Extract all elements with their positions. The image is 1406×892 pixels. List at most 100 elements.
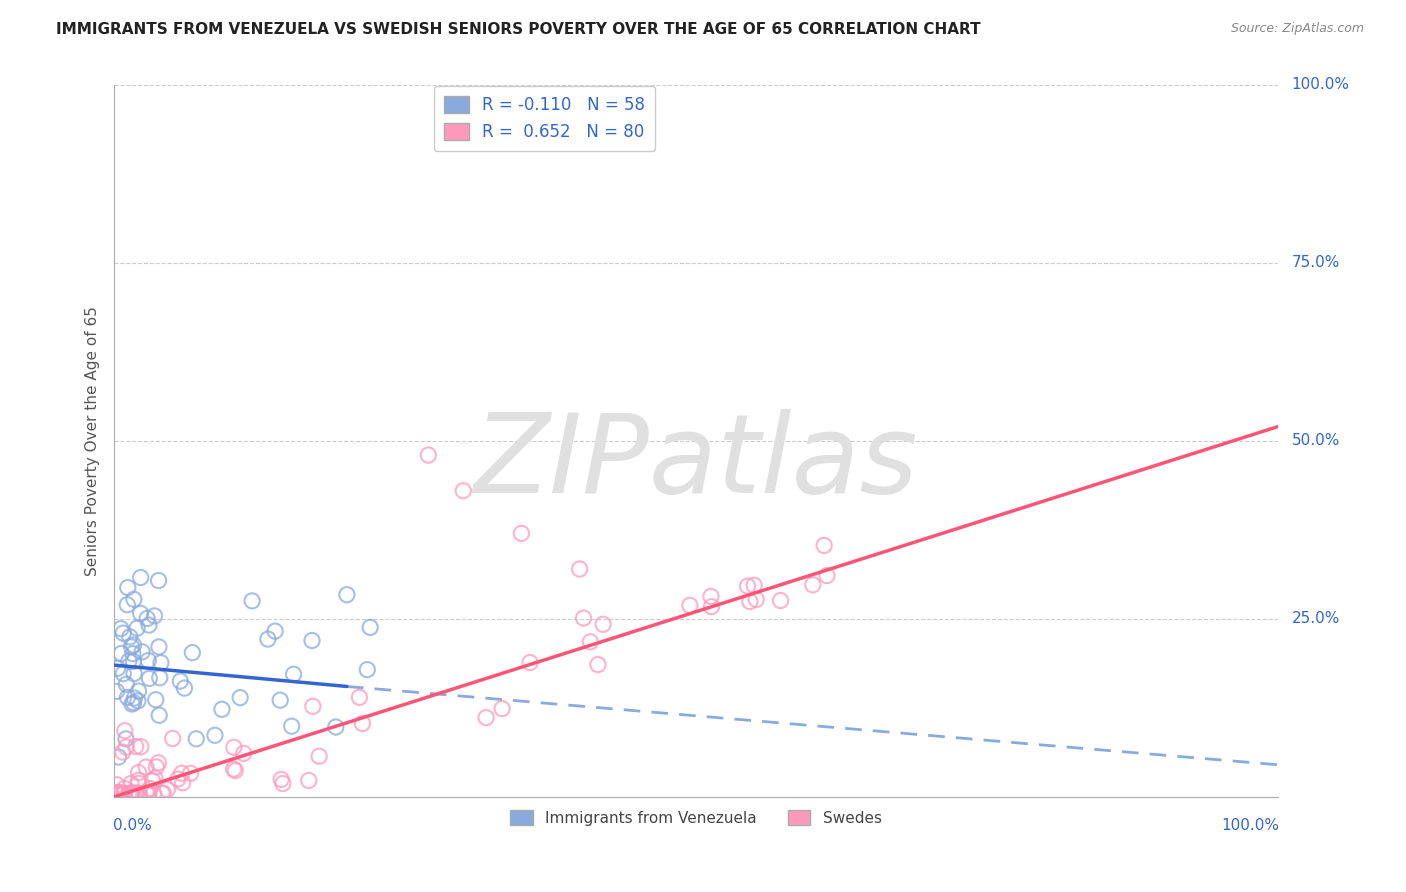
Point (257, 632, 280, 646)
Point (115, 740, 138, 755)
Point (108, 785, 131, 799)
Text: IMMIGRANTS FROM VENEZUELA VS SWEDISH SENIORS POVERTY OVER THE AGE OF 65 CORRELAT: IMMIGRANTS FROM VENEZUELA VS SWEDISH SEN… (56, 22, 981, 37)
Point (148, 574, 170, 588)
Point (129, 739, 152, 754)
Text: 0.0%: 0.0% (112, 818, 152, 833)
Point (110, 622, 132, 636)
Point (451, 483, 474, 498)
Point (138, 786, 160, 800)
Point (572, 611, 595, 625)
Point (204, 728, 226, 742)
Point (122, 696, 145, 710)
Point (418, 448, 440, 462)
Point (156, 782, 179, 797)
Point (120, 776, 142, 790)
Point (738, 594, 761, 608)
Point (166, 772, 188, 786)
Point (148, 708, 170, 723)
Point (124, 691, 146, 706)
Point (111, 745, 134, 759)
Point (122, 592, 145, 607)
Point (112, 786, 135, 800)
Point (110, 647, 132, 661)
Point (117, 581, 139, 595)
Point (118, 786, 141, 800)
Point (742, 578, 765, 592)
Point (138, 672, 160, 686)
Point (127, 786, 149, 800)
Point (813, 538, 835, 552)
Point (229, 690, 252, 705)
Point (107, 661, 129, 675)
Point (105, 684, 128, 698)
Text: 75.0%: 75.0% (1292, 255, 1340, 270)
Point (122, 666, 145, 681)
Point (128, 684, 150, 698)
Point (104, 786, 127, 800)
Point (170, 766, 193, 780)
Point (264, 624, 287, 639)
Text: Source: ZipAtlas.com: Source: ZipAtlas.com (1230, 22, 1364, 36)
Point (325, 720, 347, 734)
Point (136, 654, 159, 668)
Point (180, 766, 202, 780)
Point (127, 773, 149, 788)
Point (510, 526, 533, 541)
Point (121, 697, 143, 711)
Point (112, 786, 135, 800)
Point (118, 654, 141, 668)
Point (579, 634, 602, 648)
Point (359, 620, 381, 634)
Point (700, 590, 723, 604)
Point (152, 786, 174, 800)
Point (121, 786, 143, 800)
Text: 100.0%: 100.0% (1292, 78, 1350, 93)
Point (136, 611, 159, 625)
Point (815, 568, 838, 582)
Point (121, 640, 143, 654)
Point (128, 786, 150, 800)
Text: 50.0%: 50.0% (1292, 434, 1340, 449)
Point (173, 681, 195, 695)
Point (105, 778, 128, 792)
Point (586, 657, 609, 672)
Point (150, 786, 173, 800)
Point (125, 621, 148, 635)
Point (138, 618, 160, 632)
Point (349, 690, 371, 705)
Point (105, 786, 128, 800)
Point (145, 692, 167, 706)
Point (269, 693, 291, 707)
Point (129, 607, 152, 621)
Point (769, 593, 792, 607)
Point (108, 786, 131, 800)
Point (356, 663, 378, 677)
Legend: Immigrants from Venezuela, Swedes: Immigrants from Venezuela, Swedes (505, 804, 887, 832)
Point (298, 773, 321, 788)
Point (491, 701, 513, 715)
Point (124, 739, 146, 754)
Point (129, 570, 152, 584)
Point (519, 656, 541, 670)
Point (118, 630, 141, 644)
Point (110, 786, 132, 800)
Point (122, 638, 145, 652)
Point (149, 656, 172, 670)
Point (115, 677, 138, 691)
Point (114, 781, 136, 796)
Point (352, 716, 374, 731)
Point (117, 690, 139, 705)
Point (139, 781, 162, 796)
Point (211, 702, 233, 716)
Point (105, 786, 128, 800)
Point (127, 765, 149, 780)
Point (592, 617, 614, 632)
Point (131, 645, 153, 659)
Point (112, 626, 135, 640)
Point (117, 598, 139, 612)
Point (224, 764, 246, 778)
Y-axis label: Seniors Poverty Over the Age of 65: Seniors Poverty Over the Age of 65 (86, 306, 100, 576)
Point (135, 760, 157, 774)
Point (280, 719, 302, 733)
Point (128, 776, 150, 790)
